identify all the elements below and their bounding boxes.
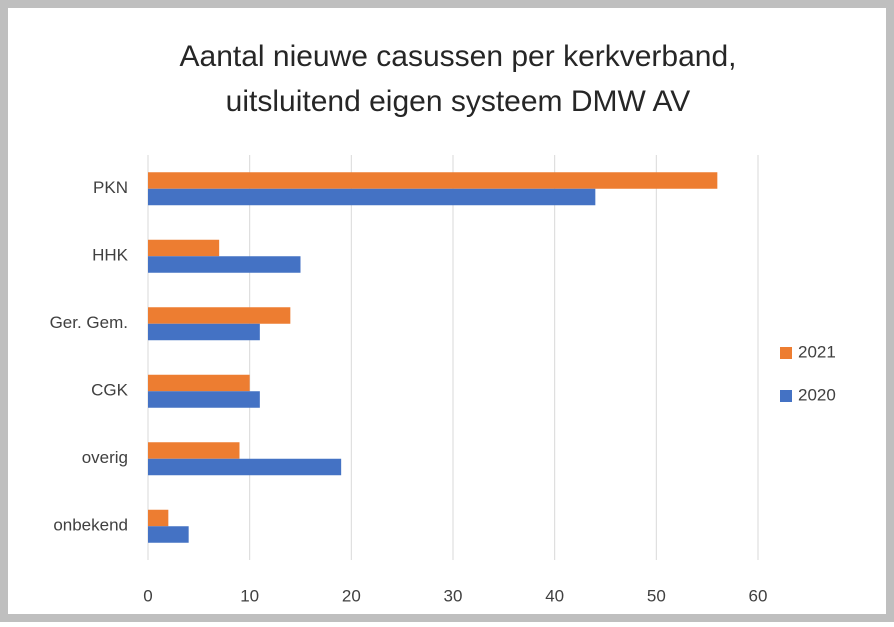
bar: [148, 374, 250, 392]
bar: [148, 391, 260, 408]
bar: [148, 526, 189, 543]
y-tick-label: CGK: [91, 381, 129, 400]
bar: [148, 256, 301, 273]
x-tick-label: 0: [143, 586, 152, 605]
chart-title: Aantal nieuwe casussen per kerkverband,: [180, 40, 737, 73]
bar: [148, 307, 291, 324]
x-tick-label: 60: [749, 586, 768, 605]
y-tick-label: onbekend: [53, 516, 128, 535]
bar: [148, 172, 718, 189]
x-tick-label: 10: [240, 586, 259, 605]
y-tick-label: overig: [82, 448, 128, 467]
y-tick-label: HHK: [92, 246, 129, 265]
x-tick-label: 20: [342, 586, 361, 605]
legend-swatch: [780, 390, 792, 402]
chart-title: uitsluitend eigen systeem DMW AV: [226, 85, 691, 118]
bar: [148, 442, 240, 459]
bar: [148, 323, 260, 341]
x-tick-label: 30: [444, 586, 463, 605]
legend-label: 2020: [798, 385, 836, 404]
bar: [148, 458, 342, 476]
bar: [148, 188, 596, 206]
bar: [148, 509, 169, 527]
legend-label: 2021: [798, 342, 836, 361]
y-tick-label: PKN: [93, 178, 128, 197]
legend-swatch: [780, 347, 792, 359]
y-tick-label: Ger. Gem.: [50, 313, 128, 332]
x-tick-label: 50: [647, 586, 666, 605]
bar: [148, 239, 220, 257]
x-tick-label: 40: [545, 586, 564, 605]
